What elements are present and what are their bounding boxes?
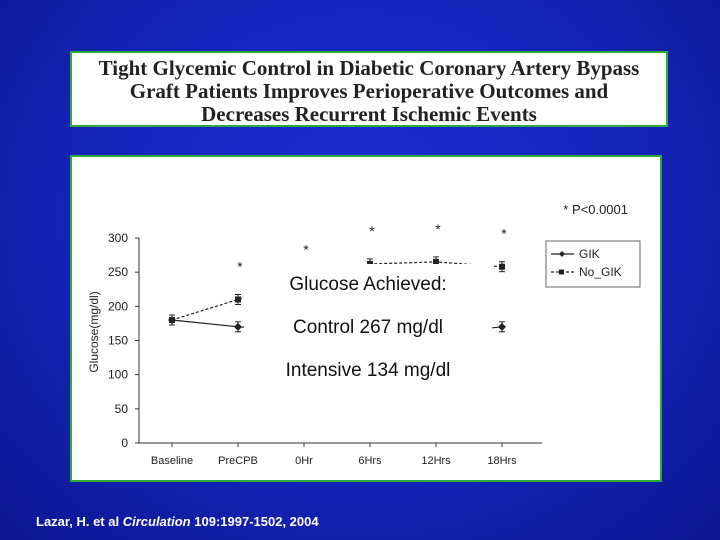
y-tick-label: 300 [108,231,128,245]
significance-asterisk: * [369,223,375,239]
data-point [498,322,506,331]
citation-ref: 109:1997-1502, 2004 [194,514,319,529]
significance-asterisk: * [435,221,441,237]
citation-journal: Circulation [122,514,191,529]
callout-control: Control 267 mg/dl [293,317,443,338]
data-point [169,317,175,323]
data-point [367,260,373,267]
data-point [499,263,505,270]
legend-marker [559,251,565,257]
glucose-line-chart: 0 50 100 150 200 250 300 Baseline PreCPB 0Hr 6Hrs 1… [87,202,641,467]
x-tick-label: 6Hrs [358,455,382,467]
title-line-3: Decreases Recurrent Ischemic Events [201,102,537,126]
title-box: Tight Glycemic Control in Diabetic Coron… [70,51,668,127]
legend-box [545,240,641,288]
y-axis-label: Glucose(mg/dl) [87,291,101,372]
legend-marker [559,269,564,275]
x-tick-label: 18Hrs [487,455,517,467]
y-tick-label: 0 [121,436,128,450]
legend-label: No_GIK [579,265,622,279]
y-tick-label: 150 [108,334,128,348]
data-point [235,296,241,303]
y-tick-label: 250 [108,265,128,279]
x-tick-label: 0Hr [295,455,313,467]
glucose-achieved-callout: Glucose Achieved: Control 267 mg/dl Inte… [244,264,492,394]
data-point [433,258,439,265]
x-tick-label: Baseline [151,455,193,467]
citation-authors: Lazar, H. et al [36,514,120,529]
significance-asterisk: * [303,241,309,257]
significance-annotation: * P<0.0001 [563,202,628,217]
significance-asterisk: * [237,259,243,275]
x-tick-label: PreCPB [218,455,258,467]
data-point [234,322,242,331]
title-line-2: Graft Patients Improves Perioperative Ou… [129,79,609,103]
y-tick-label: 200 [108,299,128,313]
x-tick-label: 12Hrs [421,455,451,467]
chart-panel: 0 50 100 150 200 250 300 Baseline PreCPB 0Hr 6Hrs 1… [70,155,662,482]
y-tick-label: 50 [115,402,129,416]
callout-intensive: Intensive 134 mg/dl [285,360,451,381]
legend-label: GIK [579,247,600,261]
callout-heading: Glucose Achieved: [289,274,447,295]
y-tick-label: 100 [108,368,128,382]
significance-asterisk: * [501,226,507,242]
citation: Lazar, H. et al Circulation 109:1997-150… [36,514,319,529]
title-line-1: Tight Glycemic Control in Diabetic Coron… [98,56,640,80]
